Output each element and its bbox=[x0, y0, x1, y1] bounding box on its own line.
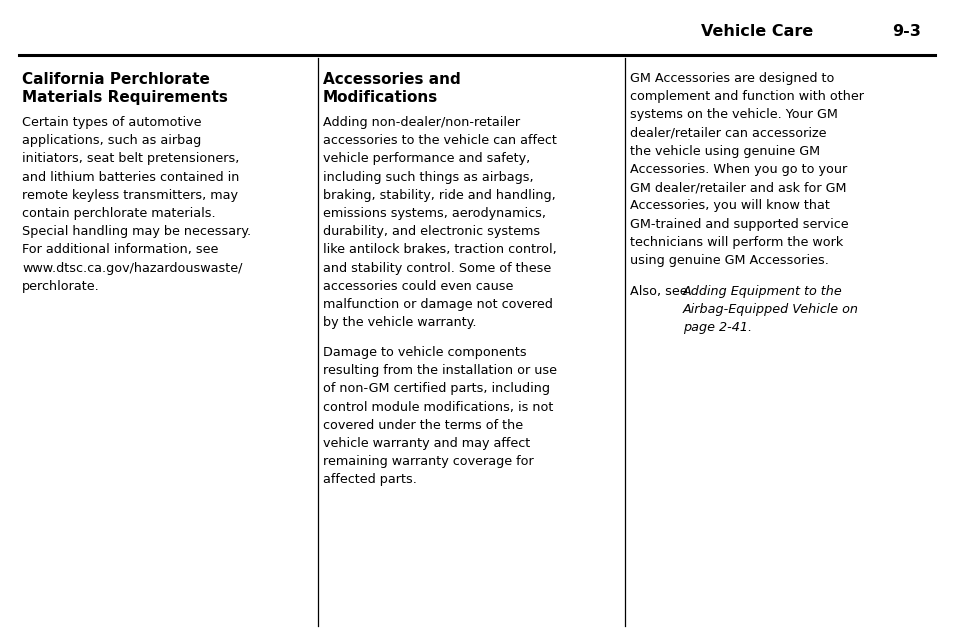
Text: 9-3: 9-3 bbox=[891, 24, 920, 40]
Text: Adding Equipment to the
Airbag-Equipped Vehicle on
page 2-41.: Adding Equipment to the Airbag-Equipped … bbox=[682, 285, 858, 334]
Text: Certain types of automotive
applications, such as airbag
initiators, seat belt p: Certain types of automotive applications… bbox=[22, 116, 251, 293]
Text: Vehicle Care: Vehicle Care bbox=[700, 24, 813, 40]
Text: Modifications: Modifications bbox=[323, 90, 437, 105]
Text: GM Accessories are designed to
complement and function with other
systems on the: GM Accessories are designed to complemen… bbox=[629, 72, 863, 267]
Text: Damage to vehicle components
resulting from the installation or use
of non-GM ce: Damage to vehicle components resulting f… bbox=[323, 346, 557, 486]
Text: California Perchlorate: California Perchlorate bbox=[22, 72, 210, 87]
Text: Adding non-dealer/non-retailer
accessories to the vehicle can affect
vehicle per: Adding non-dealer/non-retailer accessori… bbox=[323, 116, 557, 329]
Text: Accessories and: Accessories and bbox=[323, 72, 460, 87]
Text: Also, see: Also, see bbox=[629, 285, 691, 298]
Text: Materials Requirements: Materials Requirements bbox=[22, 90, 228, 105]
